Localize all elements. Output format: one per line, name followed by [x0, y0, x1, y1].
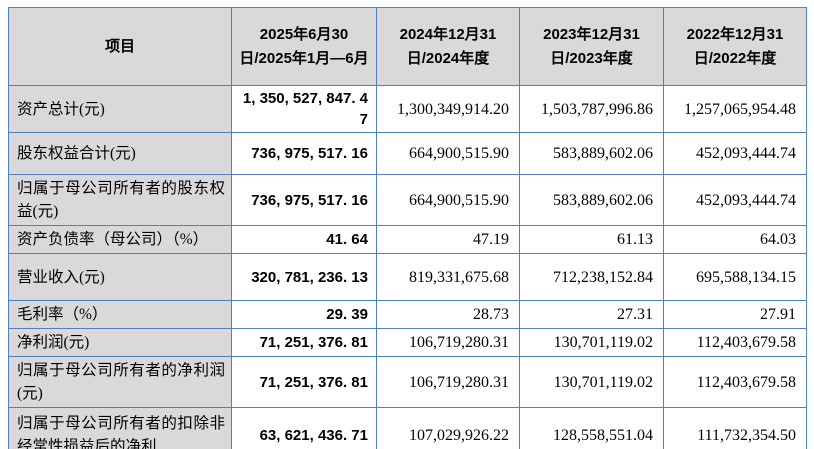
value-cell: 106,719,280.31 [376, 328, 520, 357]
value-cell: 695,588,134.15 [663, 253, 807, 301]
table-row-parent-net-profit: 归属于母公司所有者的净利润(元) 71, 251, 376. 81 106,71… [8, 356, 807, 408]
value-cell: 47.19 [376, 225, 520, 254]
value-cell: 664,900,515.90 [376, 132, 520, 175]
value-cell: 1, 350, 527, 847. 47 [231, 85, 377, 133]
table-row-total-equity: 股东权益合计(元) 736, 975, 517. 16 664,900,515.… [8, 132, 807, 175]
row-label: 资产总计(元) [8, 85, 232, 133]
value-cell: 664,900,515.90 [376, 174, 520, 226]
table-row-total-assets: 资产总计(元) 1, 350, 527, 847. 47 1,300,349,9… [8, 85, 807, 133]
value-cell: 583,889,602.06 [519, 132, 664, 175]
value-cell: 1,503,787,996.86 [519, 85, 664, 133]
value-cell: 130,701,119.02 [519, 328, 664, 357]
table-row-non-recurring-net-profit: 归属于母公司所有者的扣除非经常性损益后的净利 63, 621, 436. 71 … [8, 407, 807, 449]
value-cell: 111,732,354.50 [663, 407, 807, 449]
value-cell: 320, 781, 236. 13 [231, 253, 377, 301]
column-header-item: 项目 [8, 7, 232, 86]
value-cell: 130,701,119.02 [519, 356, 664, 408]
table-row-debt-ratio: 资产负债率（母公司）（%） 41. 64 47.19 61.13 64.03 [8, 225, 807, 254]
table-row-parent-equity: 归属于母公司所有者的股东权益(元) 736, 975, 517. 16 664,… [8, 174, 807, 226]
value-cell: 63, 621, 436. 71 [231, 407, 377, 449]
value-cell: 1,300,349,914.20 [376, 85, 520, 133]
value-cell: 1,257,065,954.48 [663, 85, 807, 133]
row-label: 资产负债率（母公司）（%） [8, 225, 232, 254]
financial-summary-table: 项目 2025年6月30日/2025年1月—6月 2024年12月31日/202… [8, 7, 807, 449]
table-row-gross-margin: 毛利率（%） 29. 39 28.73 27.31 27.91 [8, 300, 807, 329]
row-label: 股东权益合计(元) [8, 132, 232, 175]
value-cell: 128,558,551.04 [519, 407, 664, 449]
column-header-2024: 2024年12月31日/2024年度 [376, 7, 520, 86]
value-cell: 41. 64 [231, 225, 377, 254]
row-label: 营业收入(元) [8, 253, 232, 301]
value-cell: 819,331,675.68 [376, 253, 520, 301]
value-cell: 112,403,679.58 [663, 356, 807, 408]
column-header-2025h1: 2025年6月30日/2025年1月—6月 [231, 7, 377, 86]
value-cell: 736, 975, 517. 16 [231, 174, 377, 226]
row-label: 净利润(元) [8, 328, 232, 357]
value-cell: 27.91 [663, 300, 807, 329]
value-cell: 27.31 [519, 300, 664, 329]
value-cell: 112,403,679.58 [663, 328, 807, 357]
value-cell: 712,238,152.84 [519, 253, 664, 301]
table-header-row: 项目 2025年6月30日/2025年1月—6月 2024年12月31日/202… [8, 7, 807, 86]
value-cell: 29. 39 [231, 300, 377, 329]
value-cell: 71, 251, 376. 81 [231, 356, 377, 408]
column-header-2022: 2022年12月31日/2022年度 [663, 7, 807, 86]
table-row-net-profit: 净利润(元) 71, 251, 376. 81 106,719,280.31 1… [8, 328, 807, 357]
row-label: 毛利率（%） [8, 300, 232, 329]
row-label: 归属于母公司所有者的净利润(元) [8, 356, 232, 408]
column-header-2023: 2023年12月31日/2023年度 [519, 7, 664, 86]
value-cell: 583,889,602.06 [519, 174, 664, 226]
value-cell: 64.03 [663, 225, 807, 254]
value-cell: 61.13 [519, 225, 664, 254]
value-cell: 452,093,444.74 [663, 174, 807, 226]
value-cell: 106,719,280.31 [376, 356, 520, 408]
table-row-revenue: 营业收入(元) 320, 781, 236. 13 819,331,675.68… [8, 253, 807, 301]
value-cell: 28.73 [376, 300, 520, 329]
row-label: 归属于母公司所有者的扣除非经常性损益后的净利 [8, 407, 232, 449]
value-cell: 107,029,926.22 [376, 407, 520, 449]
value-cell: 71, 251, 376. 81 [231, 328, 377, 357]
value-cell: 452,093,444.74 [663, 132, 807, 175]
value-cell: 736, 975, 517. 16 [231, 132, 377, 175]
row-label: 归属于母公司所有者的股东权益(元) [8, 174, 232, 226]
